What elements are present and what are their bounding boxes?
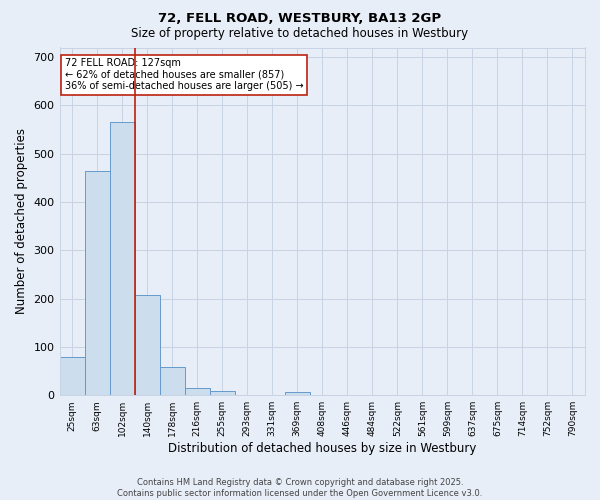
Text: 72, FELL ROAD, WESTBURY, BA13 2GP: 72, FELL ROAD, WESTBURY, BA13 2GP [158, 12, 442, 26]
Bar [85, 170, 110, 395]
Text: Size of property relative to detached houses in Westbury: Size of property relative to detached ho… [131, 28, 469, 40]
Bar [209, 392, 235, 395]
Bar [134, 295, 160, 395]
Bar [59, 356, 85, 395]
Bar [185, 388, 209, 395]
Text: 72 FELL ROAD: 127sqm
← 62% of detached houses are smaller (857)
36% of semi-deta: 72 FELL ROAD: 127sqm ← 62% of detached h… [65, 58, 304, 91]
X-axis label: Distribution of detached houses by size in Westbury: Distribution of detached houses by size … [168, 442, 476, 455]
Bar [110, 122, 134, 395]
Y-axis label: Number of detached properties: Number of detached properties [15, 128, 28, 314]
Bar [285, 392, 310, 395]
Bar [160, 367, 185, 395]
Text: Contains HM Land Registry data © Crown copyright and database right 2025.
Contai: Contains HM Land Registry data © Crown c… [118, 478, 482, 498]
